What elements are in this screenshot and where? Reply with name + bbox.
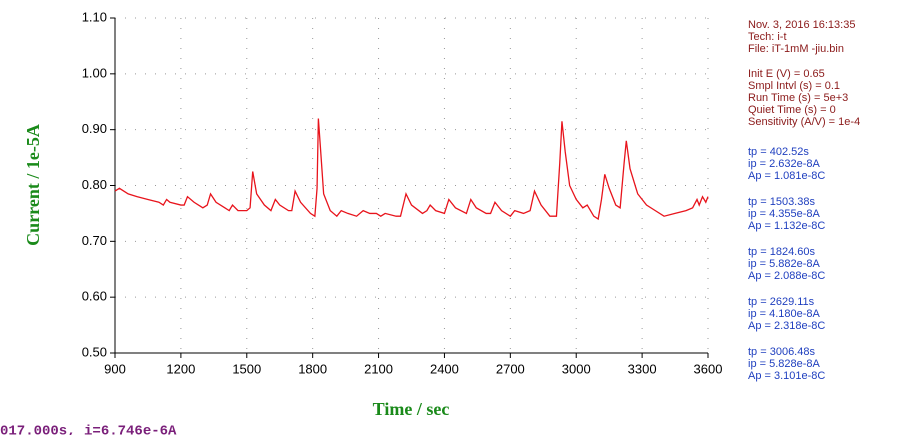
info-text: Smpl Intvl (s) = 0.1 <box>748 80 840 92</box>
x-tick-label: 900 <box>104 361 126 376</box>
peak-text: tp = 2629.11s <box>748 296 815 308</box>
y-tick-label: 1.10 <box>82 9 107 24</box>
info-text: Nov. 3, 2016 16:13:35 <box>748 19 855 31</box>
peak-text: tp = 402.52s <box>748 146 809 158</box>
x-tick-label: 1200 <box>166 361 195 376</box>
info-text: Quiet Time (s) = 0 <box>748 104 836 116</box>
info-text: Run Time (s) = 5e+3 <box>748 92 848 104</box>
peak-text: ip = 4.180e-8A <box>748 308 821 320</box>
info-text: Init E (V) = 0.65 <box>748 68 825 80</box>
peak-text: Ap = 3.101e-8C <box>748 370 825 382</box>
y-tick-label: 0.50 <box>82 344 107 359</box>
x-tick-label: 2400 <box>430 361 459 376</box>
peak-text: tp = 1503.38s <box>748 196 815 208</box>
peak-text: tp = 1824.60s <box>748 246 815 258</box>
info-text: File: iT-1mM -jiu.bin <box>748 43 844 55</box>
info-text: Sensitivity (A/V) = 1e-4 <box>748 116 860 128</box>
status-line: 017.000s, i=6.746e-6A <box>0 424 177 435</box>
y-tick-label: 0.60 <box>82 289 107 304</box>
y-tick-label: 1.00 <box>82 65 107 80</box>
x-tick-label: 2100 <box>364 361 393 376</box>
y-tick-label: 0.90 <box>82 121 107 136</box>
peak-text: ip = 5.882e-8A <box>748 258 821 270</box>
y-tick-label: 0.80 <box>82 177 107 192</box>
peak-text: tp = 3006.48s <box>748 346 815 358</box>
peak-text: ip = 5.828e-8A <box>748 358 821 370</box>
peak-text: Ap = 2.088e-8C <box>748 270 825 282</box>
peak-text: Ap = 1.081e-8C <box>748 170 825 182</box>
peak-text: Ap = 1.132e-8C <box>748 220 825 232</box>
y-axis-title: Current / 1e-5A <box>23 124 43 246</box>
peak-text: Ap = 2.318e-8C <box>748 320 825 332</box>
data-line <box>114 118 709 221</box>
x-tick-label: 1500 <box>232 361 261 376</box>
x-tick-label: 3600 <box>694 361 723 376</box>
y-tick-label: 0.70 <box>82 233 107 248</box>
x-tick-label: 1800 <box>298 361 327 376</box>
x-tick-label: 3000 <box>562 361 591 376</box>
x-tick-label: 2700 <box>496 361 525 376</box>
x-axis-title: Time / sec <box>373 399 450 419</box>
peak-text: ip = 2.632e-8A <box>748 158 821 170</box>
x-tick-label: 3300 <box>628 361 657 376</box>
peak-text: ip = 4.355e-8A <box>748 208 821 220</box>
info-text: Tech: i-t <box>748 31 787 43</box>
